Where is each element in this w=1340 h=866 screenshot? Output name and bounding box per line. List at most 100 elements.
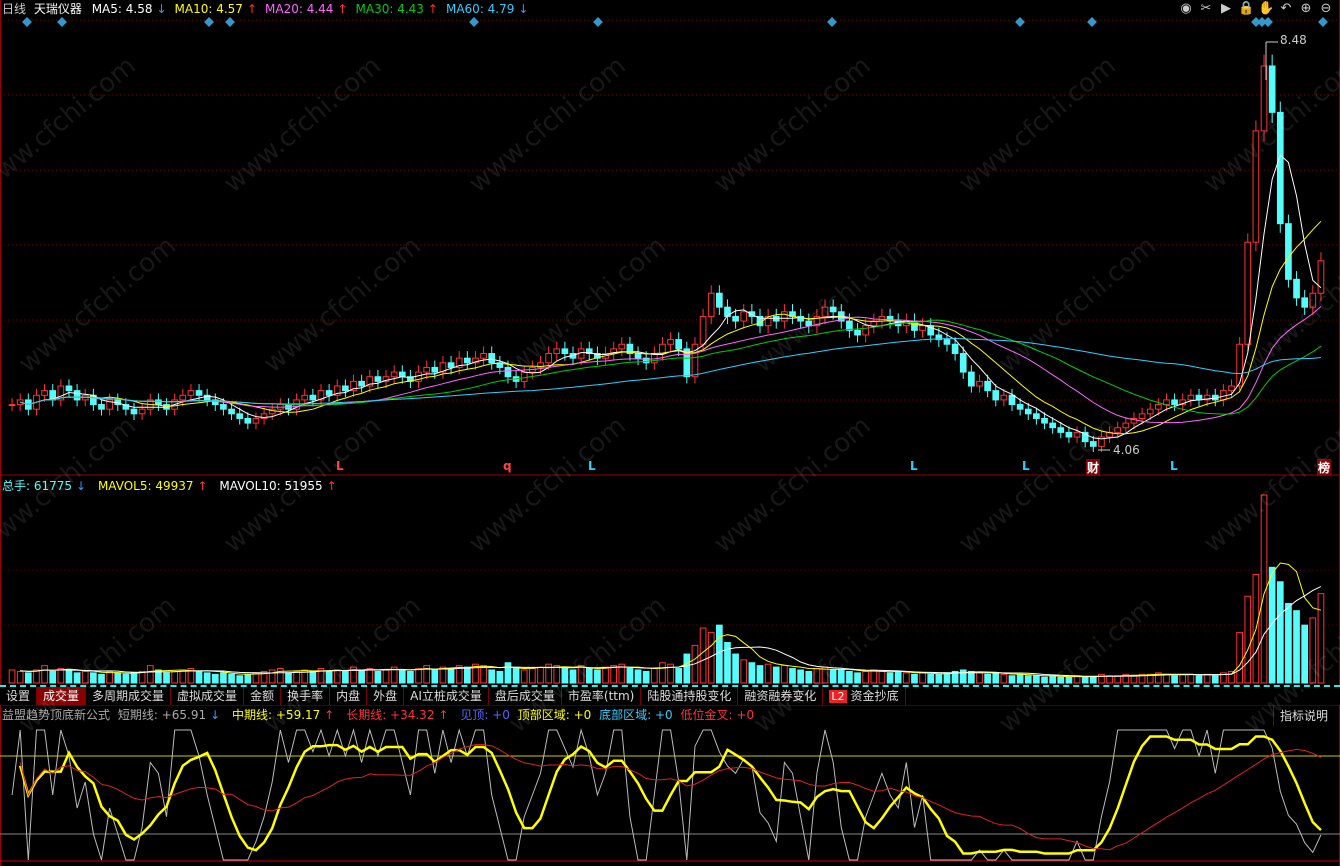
short-line: 短期线: +65.91 ↓: [118, 708, 224, 722]
tab-13[interactable]: L2 资金抄底: [823, 687, 906, 705]
volume-bar: [220, 672, 227, 684]
mavol10-value: MAVOL10: 51955: [219, 479, 323, 493]
candle-body: [1000, 394, 1008, 401]
volume-bar: [1049, 675, 1057, 684]
volume-bar: [935, 673, 943, 684]
tab-10[interactable]: 市盈率(ttm): [562, 687, 642, 705]
volume-bar: [1057, 676, 1065, 684]
volume-bar: [49, 670, 57, 684]
candle-body: [463, 357, 471, 364]
volume-bar: [480, 665, 487, 684]
tab-0[interactable]: 设置: [0, 687, 38, 705]
candle-body: [333, 385, 341, 396]
candle-body: [675, 339, 683, 350]
event-marker[interactable]: L: [336, 459, 344, 473]
lock-icon[interactable]: 🔒: [1238, 1, 1255, 16]
event-marker[interactable]: q: [503, 459, 512, 473]
volume-bar: [33, 669, 40, 684]
arrow-down-icon: ↓: [156, 2, 167, 16]
volume-bar: [1285, 602, 1292, 684]
top-zone-value: 顶部区域: +0: [517, 708, 592, 722]
scissors-icon[interactable]: ✂: [1200, 1, 1212, 16]
period-label[interactable]: 日线: [2, 2, 27, 16]
zoom-in-icon[interactable]: ⊕: [1300, 1, 1312, 16]
candle-body: [561, 348, 569, 355]
candle-body: [155, 399, 162, 406]
candle-body: [203, 394, 211, 401]
eye-icon[interactable]: ◉: [1180, 1, 1192, 16]
candle-body: [878, 315, 886, 322]
mavol10-line: [20, 586, 1322, 677]
volume-bar: [715, 624, 723, 684]
volume-bar: [894, 670, 902, 684]
tab-2[interactable]: 多周期成交量: [86, 687, 172, 705]
candle-body: [1163, 399, 1170, 406]
indicator-help-button[interactable]: 指标说明: [1272, 706, 1334, 726]
tab-11[interactable]: 陆股通持股变化: [641, 687, 739, 705]
volume-bar: [57, 668, 65, 684]
volume-bar: [813, 668, 821, 684]
tab-label: 成交量: [43, 689, 80, 703]
zoom-out-icon[interactable]: ⊖: [1320, 1, 1332, 16]
volume-bar: [968, 670, 975, 684]
candle-body: [8, 404, 16, 407]
hand-icon[interactable]: ✋: [1258, 1, 1275, 16]
candle-body: [968, 371, 975, 387]
event-marker[interactable]: L: [588, 459, 596, 473]
candle-body: [1114, 427, 1122, 433]
long-line: 长期线: +34.32 ↑: [346, 708, 452, 722]
tab-label: 内盘: [336, 689, 361, 703]
candle-body: [1081, 431, 1089, 443]
volume-bar: [65, 669, 73, 684]
event-marker[interactable]: L: [1170, 459, 1178, 473]
stock-name: 天瑞仪器: [33, 2, 82, 16]
volume-bar: [545, 663, 552, 684]
play-icon[interactable]: ▶: [1221, 1, 1231, 16]
candle-body: [1089, 441, 1097, 447]
volume-bar: [350, 666, 357, 684]
tab-label: 设置: [6, 689, 31, 703]
candle-body: [1317, 260, 1325, 294]
ma-value: MA60: 4.79: [445, 2, 515, 16]
candle-body: [1268, 65, 1276, 113]
tab-label: 金额: [250, 689, 275, 703]
volume-bar: [81, 670, 89, 684]
tab-3[interactable]: 虚拟成交量: [171, 687, 245, 705]
candle-body: [862, 325, 870, 336]
tab-1[interactable]: 成交量: [37, 687, 87, 705]
candle-body: [1033, 413, 1040, 419]
candle-body: [398, 371, 406, 378]
candle-body: [1252, 130, 1260, 243]
candle-body: [187, 390, 195, 396]
event-marker[interactable]: 榜: [1317, 459, 1332, 476]
tab-8[interactable]: AI立桩成交量: [404, 687, 489, 705]
candle-body: [138, 408, 146, 415]
volume-bar: [748, 662, 756, 684]
low-cross-value: 低位金叉: +0: [680, 708, 755, 722]
tab-6[interactable]: 内盘: [330, 687, 368, 705]
undo-icon[interactable]: ↶: [1280, 1, 1292, 16]
volume-bar: [683, 653, 691, 684]
event-diamond-icon: [1318, 17, 1328, 27]
ma60-line: [20, 337, 1321, 406]
candle-body: [179, 394, 187, 401]
volume-bar: [1024, 675, 1032, 684]
candle-body: [667, 339, 674, 345]
event-marker[interactable]: 财: [1086, 459, 1101, 476]
volume-bar: [1065, 676, 1073, 684]
tab-9[interactable]: 盘后成交量: [489, 687, 562, 705]
event-marker[interactable]: L: [1022, 459, 1030, 473]
candle-body: [301, 394, 309, 401]
volume-bar: [455, 665, 463, 684]
tab-5[interactable]: 换手率: [281, 687, 331, 705]
candle-body: [431, 366, 439, 373]
event-marker[interactable]: L: [910, 459, 918, 473]
tab-4[interactable]: 金额: [244, 687, 282, 705]
tab-12[interactable]: 融资融券变化: [738, 687, 824, 705]
candle-body: [358, 380, 365, 387]
candle-body: [740, 311, 748, 322]
tab-7[interactable]: 外盘: [367, 687, 405, 705]
price-header: 日线 天瑞仪器 MA5: 4.58 ↓ MA10: 4.57 ↑ MA20: 4.44 ↑…: [2, 0, 540, 18]
volume-bar: [163, 672, 170, 684]
